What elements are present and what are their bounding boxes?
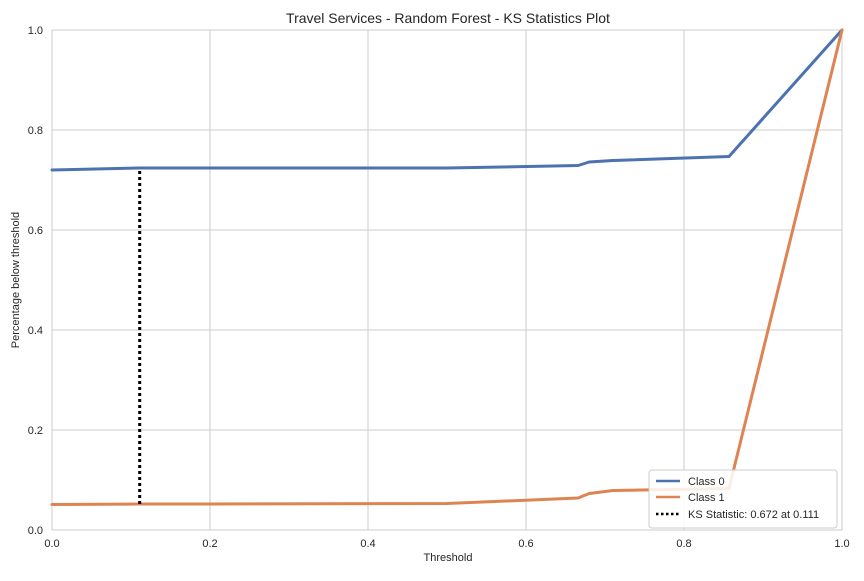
x-tick-label: 1.0 xyxy=(834,538,849,550)
y-tick-label: 1.0 xyxy=(28,25,43,37)
legend-label-class-0: Class 0 xyxy=(688,476,725,488)
legend-label-ks-statistic: KS Statistic: 0.672 at 0.111 xyxy=(688,509,819,521)
x-tick-label: 0.2 xyxy=(202,538,217,550)
series-line-class-0 xyxy=(50,28,844,172)
legend-label-class-1: Class 1 xyxy=(688,492,725,504)
grid-lines xyxy=(51,29,843,531)
x-tick-label: 0.0 xyxy=(44,538,59,550)
legend: Class 0 Class 1 KS Statistic: 0.672 at 0… xyxy=(648,469,838,529)
x-tick-label: 0.8 xyxy=(676,538,691,550)
y-axis-title: Percentage below threshold xyxy=(10,212,22,348)
x-tick-label: 0.4 xyxy=(360,538,375,550)
y-tick-label: 0.6 xyxy=(28,225,43,237)
y-tick-label: 0.8 xyxy=(28,125,43,137)
x-tick-label: 0.6 xyxy=(518,538,533,550)
x-axis-title: Threshold xyxy=(424,552,473,564)
y-tick-label: 0.0 xyxy=(28,525,43,537)
y-tick-label: 0.4 xyxy=(28,325,43,337)
series-lines xyxy=(50,28,844,506)
legend-box xyxy=(648,469,838,529)
y-tick-label: 0.2 xyxy=(28,425,43,437)
series-line-class-1 xyxy=(50,28,844,506)
tick-labels: 0.0 0.2 0.4 0.6 0.8 1.0 0.0 0.2 0.4 0.6 0.8 1.0 xyxy=(28,25,850,550)
chart-title: Travel Services - Random Forest - KS Sta… xyxy=(286,10,610,26)
plot-frame xyxy=(51,29,843,531)
